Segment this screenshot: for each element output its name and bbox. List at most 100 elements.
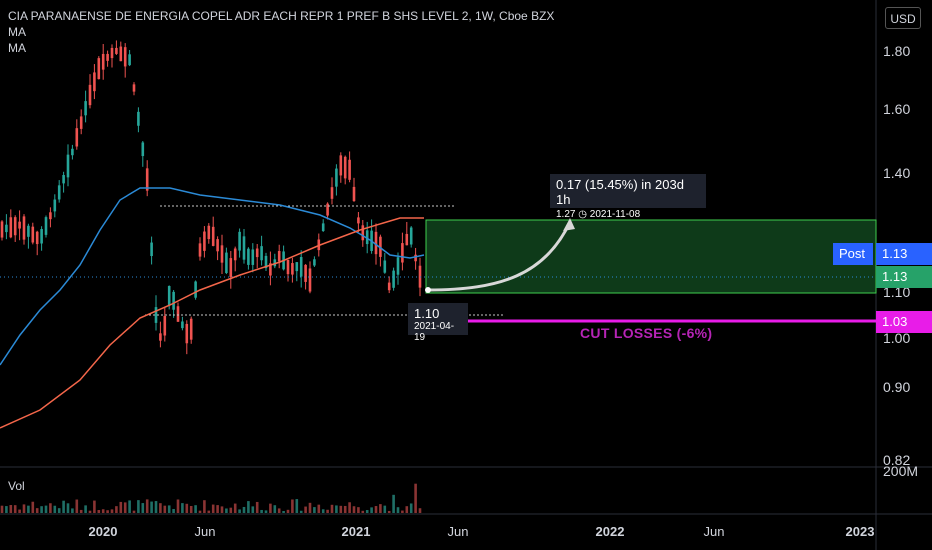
volume-bar bbox=[115, 506, 118, 513]
time-axis-label: 2020 bbox=[88, 524, 118, 539]
volume-bar bbox=[44, 505, 48, 513]
volume-bar bbox=[176, 499, 180, 513]
volume-bar bbox=[308, 502, 312, 513]
volume-label[interactable]: Vol bbox=[8, 479, 25, 493]
ma-indicator-2[interactable]: MA bbox=[8, 41, 26, 55]
volume-bar bbox=[167, 505, 171, 513]
candle-body bbox=[330, 187, 334, 199]
candle-body bbox=[335, 168, 338, 187]
candle-body bbox=[308, 268, 312, 292]
candle-body bbox=[128, 54, 131, 66]
candle-body bbox=[44, 217, 48, 235]
candle-body bbox=[115, 47, 118, 54]
candle-body bbox=[401, 243, 404, 263]
price-axis-label: 1.60 bbox=[883, 101, 911, 117]
volume-bar bbox=[291, 499, 294, 513]
time-axis-label: 2021 bbox=[341, 524, 371, 539]
candle-body bbox=[269, 263, 272, 276]
entry-callout[interactable]: 1.10 2021-04-19 bbox=[408, 303, 468, 343]
candle-body bbox=[13, 217, 17, 236]
volume-bar bbox=[40, 506, 43, 513]
volume-bar bbox=[396, 507, 400, 513]
projection-arrow[interactable] bbox=[427, 221, 572, 292]
volume-bar bbox=[387, 510, 391, 513]
volume-bar bbox=[260, 509, 263, 513]
candle-body bbox=[251, 249, 255, 265]
candle-body bbox=[326, 203, 329, 216]
volume-bar bbox=[401, 510, 404, 513]
volume-bar bbox=[365, 509, 369, 513]
volume-bar bbox=[405, 506, 409, 513]
volume-bar bbox=[0, 505, 4, 513]
volume-bar bbox=[181, 503, 184, 513]
volume-bar bbox=[374, 506, 378, 513]
volume-bar bbox=[343, 505, 347, 513]
volume-bar bbox=[295, 499, 299, 513]
candle-body bbox=[9, 217, 13, 238]
volume-bar bbox=[119, 501, 123, 513]
volume-bar bbox=[383, 505, 387, 513]
candle-body bbox=[119, 46, 123, 62]
volume-bar bbox=[286, 509, 290, 513]
volume-bar bbox=[233, 503, 237, 513]
volume-bar bbox=[299, 510, 303, 513]
candle-body bbox=[225, 252, 228, 274]
volume-bar bbox=[62, 500, 65, 513]
candle-body bbox=[207, 225, 211, 240]
candle-body bbox=[181, 321, 184, 329]
candle-body bbox=[53, 199, 57, 212]
candle-body bbox=[27, 225, 30, 237]
volume-axis-label: 200M bbox=[883, 463, 919, 479]
candle-body bbox=[35, 231, 39, 245]
candle-body bbox=[145, 168, 149, 191]
volume-bar bbox=[49, 503, 52, 513]
stop-label[interactable]: CUT LOSSES (-6%) bbox=[580, 325, 713, 341]
volume-bar bbox=[269, 503, 272, 513]
volume-bar bbox=[79, 509, 83, 513]
candle-body bbox=[194, 281, 197, 298]
time-axis-label: Jun bbox=[703, 524, 725, 539]
entry-point[interactable] bbox=[425, 287, 431, 293]
projection-arrow-head bbox=[563, 218, 575, 231]
last-price-tag[interactable]: 1.13 bbox=[876, 266, 932, 288]
post-tag-value[interactable]: 1.13 bbox=[876, 243, 932, 265]
volume-bar bbox=[137, 500, 140, 513]
price-axis-label: 1.00 bbox=[883, 330, 911, 346]
volume-bar bbox=[185, 503, 189, 513]
volume-bar bbox=[141, 503, 145, 513]
projection-target-date: 2021-11-08 bbox=[589, 209, 641, 220]
candle-body bbox=[216, 239, 219, 252]
candle-body bbox=[40, 229, 43, 244]
candle-body bbox=[264, 255, 268, 269]
ma-indicator-1[interactable]: MA bbox=[8, 25, 26, 39]
clock-icon: ◷ bbox=[578, 209, 587, 220]
volume-bar bbox=[282, 510, 285, 513]
candle-body bbox=[295, 262, 299, 272]
candle-body bbox=[93, 72, 96, 92]
volume-bar bbox=[159, 503, 162, 513]
candle-body bbox=[414, 254, 417, 262]
volume-bar bbox=[414, 483, 417, 513]
volume-bar bbox=[53, 505, 57, 513]
candle-body bbox=[106, 53, 109, 61]
projection-callout[interactable]: 0.17 (15.45%) in 203d 1h 1.27 ◷ 2021-11-… bbox=[550, 174, 706, 220]
candle-body bbox=[203, 231, 206, 251]
candle-body bbox=[379, 236, 382, 257]
candle-body bbox=[198, 243, 202, 257]
candle-body bbox=[101, 53, 105, 70]
volume-bar bbox=[361, 510, 365, 513]
volume-bar bbox=[317, 504, 321, 513]
candle-body bbox=[154, 307, 158, 323]
volume-bar bbox=[31, 501, 35, 513]
candle-body bbox=[167, 286, 171, 305]
stop-price-tag[interactable]: 1.03 bbox=[876, 311, 932, 333]
volume-bar bbox=[132, 510, 136, 513]
symbol-title: CIA PARANAENSE DE ENERGIA COPEL ADR EACH… bbox=[8, 9, 555, 23]
volume-bar bbox=[251, 506, 255, 513]
post-tag-label[interactable]: Post bbox=[833, 243, 873, 265]
currency-button[interactable]: USD bbox=[885, 7, 921, 29]
time-axis-label: Jun bbox=[194, 524, 216, 539]
candle-body bbox=[247, 248, 250, 265]
